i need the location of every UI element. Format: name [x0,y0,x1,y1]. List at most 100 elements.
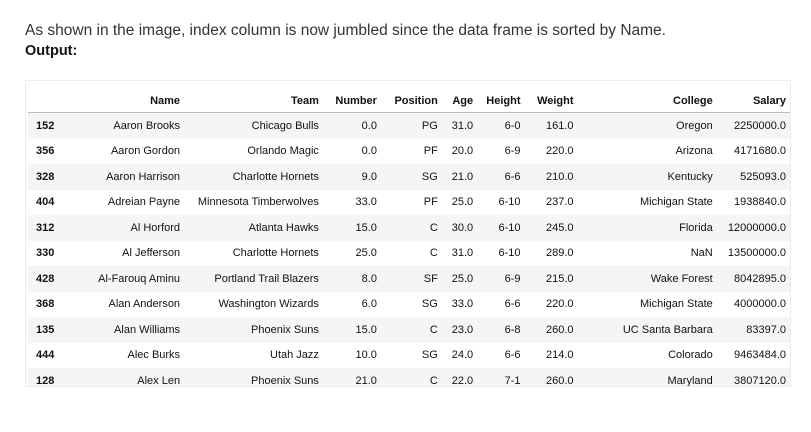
cell-college: Arizona [675,145,713,158]
table-row: 444 Alec Burks Utah Jazz 10.0 SG 24.0 6-6 214.0… [28,342,790,368]
cell-number: 21.0 [355,374,377,387]
cell-position: C [429,247,438,260]
cell-number: 33.0 [355,196,377,209]
header-salary: Salary [716,90,790,113]
cell-number: 10.0 [355,349,377,362]
cell-salary: 12000000.0 [727,221,786,234]
cell-weight: 214.0 [546,349,574,362]
cell-position: SF [423,272,438,285]
cell-number: 15.0 [355,323,377,336]
cell-name: Alan Anderson [108,298,181,311]
cell-college: Oregon [676,119,713,132]
cell-position: C [429,374,438,387]
header-team: Team [184,90,323,113]
cell-salary: 4000000.0 [734,298,786,311]
header-index [28,90,75,113]
cell-position: C [429,221,438,234]
cell-position: C [429,323,438,336]
cell-height: 6-10 [498,196,521,209]
cell-name: Alex Len [137,374,181,387]
cell-position: SG [421,298,438,311]
cell-name: Al Jefferson [122,247,181,260]
cell-name: Aaron Brooks [113,119,181,132]
cell-weight: 289.0 [546,247,574,260]
row-index: 356 [36,145,55,158]
table-row: 128 Alex Len Phoenix Suns 21.0 C 22.0 7-1 260.0… [28,368,790,387]
cell-college: NaN [690,247,713,260]
cell-salary: 2250000.0 [734,119,786,132]
cell-name: Al Horford [130,221,181,234]
row-index: 312 [36,221,55,234]
cell-team: Phoenix Suns [251,374,319,387]
cell-height: 6-9 [504,272,521,285]
cell-team: Chicago Bulls [251,119,319,132]
cell-position: PF [423,145,438,158]
cell-position: SG [421,349,438,362]
cell-height: 7-1 [504,374,521,387]
row-index: 328 [36,170,55,183]
table-row: 356 Aaron Gordon Orlando Magic 0.0 PF 20.0 6-9… [28,138,790,164]
cell-weight: 161.0 [546,119,574,132]
cell-team: Atlanta Hawks [248,221,319,234]
cell-position: SG [421,170,438,183]
header-name: Name [74,90,185,113]
cell-college: Maryland [667,374,713,387]
cell-team: Portland Trail Blazers [214,272,319,285]
table-row: 312 Al Horford Atlanta Hawks 15.0 C 30.0 6-10 2… [28,215,790,241]
cell-salary: 9463484.0 [734,349,786,362]
cell-weight: 220.0 [546,145,574,158]
cell-position: PF [423,196,438,209]
cell-name: Alec Burks [127,349,181,362]
cell-college: Florida [679,221,713,234]
cell-age: 25.0 [451,272,474,285]
header-college: College [577,90,717,113]
cell-salary: 4171680.0 [734,145,786,158]
cell-name: Aaron Gordon [110,145,181,158]
cell-height: 6-8 [504,323,521,336]
cell-number: 6.0 [361,298,377,311]
output-label: Output: [25,43,78,59]
cell-age: 21.0 [451,170,474,183]
table-row: 368 Alan Anderson Washington Wizards 6.0 SG 3… [28,291,790,317]
dataframe-output: Name Team Number Position Age Height Wei… [25,80,791,387]
cell-weight: 215.0 [546,272,574,285]
dataframe-table: Name Team Number Position Age Height Wei… [28,90,790,387]
cell-weight: 260.0 [546,323,574,336]
cell-height: 6-10 [498,247,521,260]
cell-age: 22.0 [451,374,474,387]
row-index: 330 [36,247,55,260]
row-index: 128 [36,374,55,387]
header-position: Position [380,90,442,113]
table-row: 328 Aaron Harrison Charlotte Hornets 9.0 SG 2… [28,164,790,190]
cell-height: 6-10 [498,221,521,234]
cell-age: 25.0 [451,196,474,209]
cell-height: 6-6 [504,298,521,311]
intro-paragraph: As shown in the image, index column is n… [25,21,666,39]
cell-height: 6-9 [504,145,521,158]
cell-name: Alan Williams [114,323,181,336]
cell-college: Michigan State [639,196,713,209]
cell-age: 24.0 [451,349,474,362]
cell-name: Aaron Harrison [106,170,181,183]
cell-salary: 8042895.0 [734,272,786,285]
cell-number: 8.0 [361,272,377,285]
cell-salary: 3807120.0 [734,374,786,387]
row-index: 428 [36,272,55,285]
cell-age: 33.0 [451,298,474,311]
cell-team: Washington Wizards [218,298,319,311]
cell-weight: 220.0 [546,298,574,311]
cell-number: 15.0 [355,221,377,234]
header-weight: Weight [524,90,578,113]
cell-name: Al-Farouq Aminu [98,272,181,285]
row-index: 404 [36,196,55,209]
cell-weight: 237.0 [546,196,574,209]
cell-team: Orlando Magic [247,145,319,158]
cell-salary: 13500000.0 [727,247,786,260]
cell-age: 23.0 [451,323,474,336]
cell-college: Michigan State [639,298,713,311]
cell-salary: 83397.0 [746,323,786,336]
cell-age: 31.0 [451,119,474,132]
cell-number: 25.0 [355,247,377,260]
table-row: 152 Aaron Brooks Chicago Bulls 0.0 PG 31.0 6-0… [28,112,790,139]
table-body: 152 Aaron Brooks Chicago Bulls 0.0 PG 31.0 6-0… [28,112,790,387]
